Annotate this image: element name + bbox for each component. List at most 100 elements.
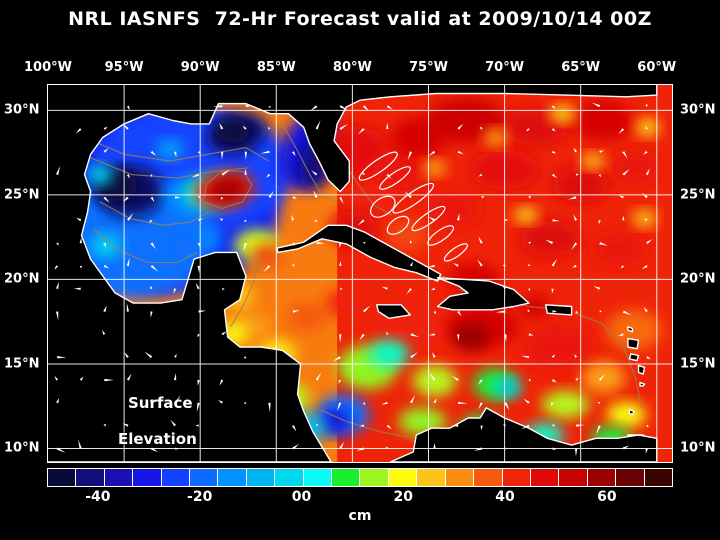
colorbar-swatch <box>616 469 645 486</box>
current-vector-arrow <box>103 423 107 427</box>
current-vector-arrow <box>576 424 585 427</box>
current-vector-arrow <box>315 423 318 427</box>
current-vector-arrow <box>150 242 156 250</box>
current-vector-arrow <box>79 265 82 269</box>
field-blob <box>155 139 184 160</box>
current-vector-arrow <box>645 103 648 107</box>
page-title: NRL IASNFS 72-Hr Forecast valid at 2009/… <box>68 8 652 30</box>
current-vector-arrow <box>618 195 624 199</box>
lat-tick-label: 10°N <box>680 440 716 456</box>
current-vector-arrow <box>359 424 364 427</box>
current-vector-arrow <box>150 447 159 453</box>
current-vector-arrow <box>103 196 110 203</box>
current-vector-arrow <box>263 265 271 273</box>
field-blob <box>453 323 490 350</box>
current-vector-arrow <box>641 192 648 199</box>
land-bahamas-cay <box>443 243 468 262</box>
current-vector-arrow <box>457 213 460 221</box>
current-vector-arrow <box>244 219 247 223</box>
current-vector-arrow <box>79 376 84 381</box>
colorbar-tick-label: 20 <box>393 489 413 505</box>
current-vector-arrow <box>197 265 200 273</box>
current-vector-arrow <box>551 173 558 178</box>
current-vector-arrow <box>242 125 247 130</box>
colorbar-tick-label: -20 <box>187 489 213 505</box>
current-vector-arrow <box>339 441 345 450</box>
current-vector-arrow <box>104 378 114 382</box>
colorbar-swatch <box>388 469 418 486</box>
current-vector-arrow <box>452 375 459 381</box>
lat-tick-label: 15°N <box>4 356 40 372</box>
current-vector-arrow <box>474 447 483 451</box>
current-vector-arrow <box>173 373 177 381</box>
current-vector-arrow <box>218 399 223 404</box>
current-vector-arrow <box>428 150 436 156</box>
current-vector-arrow <box>433 443 436 449</box>
current-vector-arrow <box>453 263 459 267</box>
current-vector-arrow <box>410 394 416 404</box>
current-vector-arrow <box>404 191 412 199</box>
contour-line <box>93 228 198 264</box>
current-vector-arrow <box>505 219 508 222</box>
current-vector-arrow <box>292 196 298 199</box>
field-blob <box>573 100 634 141</box>
current-vector-arrow <box>598 220 601 225</box>
lon-tick-label: 60°W <box>637 60 677 75</box>
current-vector-arrow <box>173 288 177 294</box>
colorbar-swatch <box>559 469 588 486</box>
current-vector-arrow <box>386 331 389 335</box>
current-vector-arrow <box>571 242 578 250</box>
current-vector-arrow <box>122 423 129 427</box>
current-vector-arrow <box>552 310 558 313</box>
field-blob <box>207 176 248 204</box>
current-vector-arrow <box>575 448 578 457</box>
current-vector-arrow <box>78 439 82 449</box>
current-vector-arrow <box>174 151 177 158</box>
contour-line <box>99 201 210 226</box>
current-vector-arrow <box>122 196 129 203</box>
current-vector-arrow <box>357 219 365 226</box>
contour-line <box>90 157 249 179</box>
current-vector-arrow <box>409 261 413 267</box>
current-vector-arrow <box>386 424 392 430</box>
colorbar-swatch <box>218 469 247 486</box>
current-vector-arrow <box>528 333 534 336</box>
colorbar-swatch <box>303 469 333 486</box>
current-vector-arrow <box>451 424 459 427</box>
current-vector-arrow <box>315 372 322 381</box>
current-vector-arrow <box>478 236 483 244</box>
current-vector-arrow <box>174 353 177 358</box>
current-vector-arrow <box>551 128 556 132</box>
current-vector-arrow <box>220 217 224 221</box>
field-label-line1: Surface <box>128 394 193 412</box>
lat-tick-label: 15°N <box>680 356 716 372</box>
current-vector-arrow <box>481 196 485 199</box>
land-guadeloupe <box>627 337 640 350</box>
current-vector-arrow <box>410 333 419 337</box>
current-vector-arrow <box>457 150 464 155</box>
colorbar-swatch <box>445 469 475 486</box>
current-vector-arrow <box>268 127 271 130</box>
contour-line <box>230 258 262 328</box>
lat-tick-label: 30°N <box>680 102 716 118</box>
current-vector-arrow <box>197 334 200 338</box>
current-vector-arrow <box>195 282 200 290</box>
current-vector-arrow <box>645 448 648 454</box>
current-vector-arrow <box>196 402 200 413</box>
field-blob <box>513 207 538 224</box>
current-vector-arrow <box>260 150 270 154</box>
current-vector-arrow <box>502 286 507 290</box>
field-blob <box>368 339 409 368</box>
current-vector-arrow <box>575 310 578 315</box>
field-blob <box>606 401 647 428</box>
current-vector-arrow <box>576 173 579 176</box>
current-vector-arrow <box>527 288 531 291</box>
current-vector-arrow <box>495 310 506 313</box>
current-vector-arrow <box>363 305 371 313</box>
current-vector-arrow <box>150 196 155 203</box>
field-blob <box>423 159 446 176</box>
colorbar-swatch <box>104 469 134 486</box>
current-vector-arrow <box>150 311 153 318</box>
current-vector-arrow <box>56 242 59 246</box>
colorbar-unit-label: cm <box>348 508 372 524</box>
